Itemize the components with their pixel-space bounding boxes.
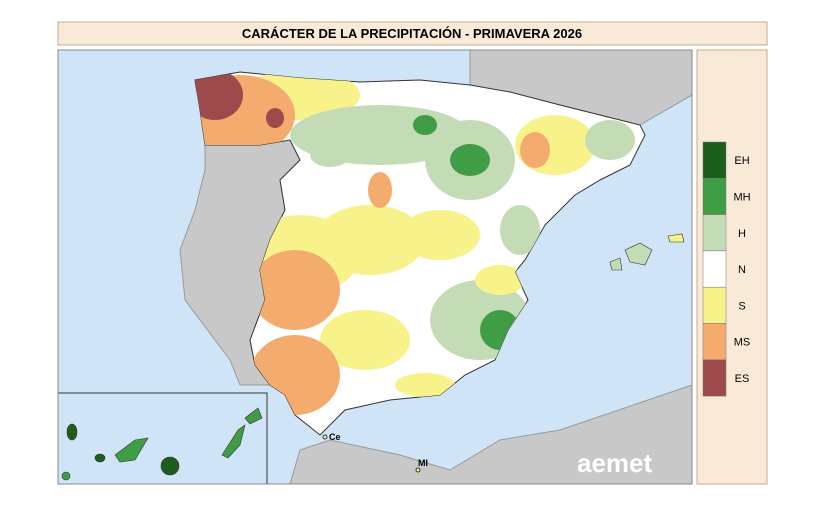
- legend-label: EH: [734, 155, 749, 167]
- legend-label: ES: [735, 373, 750, 385]
- legend-label: S: [738, 300, 745, 312]
- legend-swatch: [702, 323, 727, 361]
- title: CARÁCTER DE LA PRECIPITACIÓN - PRIMAVERA…: [242, 26, 582, 41]
- title-box: [57, 21, 768, 46]
- melilla: [415, 467, 421, 473]
- legend-swatch: [702, 359, 727, 397]
- precipitation-areas: [195, 72, 635, 415]
- africa: [289, 384, 692, 484]
- legend-swatch: [702, 286, 727, 324]
- melilla-label: MI: [418, 458, 428, 468]
- logo: aemet: [577, 448, 652, 478]
- legend: EH MH H N S MS ES: [702, 141, 751, 397]
- map-frame: [57, 49, 693, 485]
- legend-label: H: [738, 228, 746, 240]
- legend-label: MH: [733, 191, 750, 203]
- legend-swatch: [702, 214, 727, 252]
- legend-swatch: [702, 250, 727, 288]
- balearic-islands: [609, 233, 685, 271]
- canary-islands: [61, 407, 263, 481]
- legend-label: MS: [734, 337, 751, 349]
- map: Ce MI aemet: [58, 50, 692, 484]
- ceuta-label: Ce: [329, 432, 341, 442]
- legend-swatch: [702, 141, 727, 179]
- legend-swatch: [702, 178, 727, 215]
- legend-label: N: [738, 264, 746, 276]
- ceuta: [322, 434, 328, 440]
